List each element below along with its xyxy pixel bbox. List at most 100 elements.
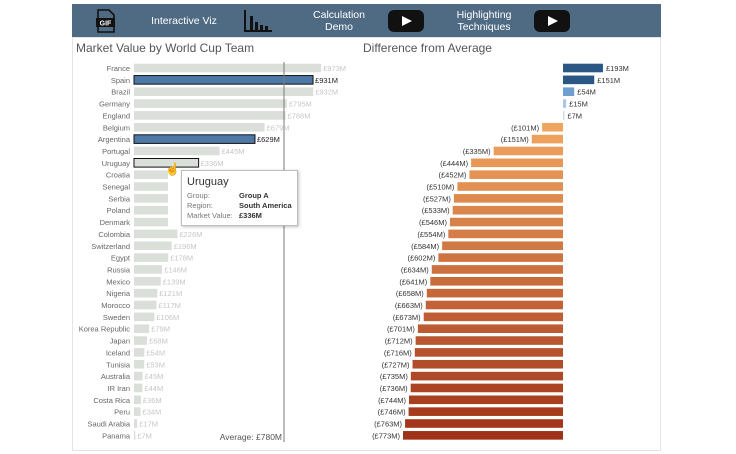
bar[interactable] <box>542 122 563 132</box>
bar[interactable] <box>134 348 145 357</box>
bar[interactable] <box>442 241 563 251</box>
bar[interactable] <box>134 253 169 262</box>
bar-value-label: £932M <box>315 88 338 97</box>
bar[interactable] <box>412 359 563 369</box>
bar[interactable] <box>134 265 163 274</box>
bar-value-label: £121M <box>159 289 182 298</box>
category-label: Costa Rica <box>93 396 131 405</box>
bar[interactable] <box>134 277 161 286</box>
bar[interactable] <box>415 336 563 345</box>
category-label: Mexico <box>106 277 130 286</box>
category-label: France <box>107 64 130 73</box>
bar-value-label: (£546M) <box>419 218 447 227</box>
category-label: Poland <box>107 206 130 215</box>
bar[interactable] <box>426 288 563 298</box>
bar[interactable] <box>134 170 168 179</box>
bar-value-label: £17M <box>139 420 158 429</box>
bar[interactable] <box>134 194 168 203</box>
bar[interactable] <box>452 205 563 215</box>
bar[interactable] <box>410 371 563 381</box>
bar-value-label: £34M <box>143 408 162 417</box>
bar[interactable] <box>134 395 141 405</box>
bar[interactable] <box>438 253 563 262</box>
bar[interactable] <box>409 395 563 405</box>
bar[interactable] <box>134 288 158 298</box>
bar[interactable] <box>134 407 141 416</box>
bar-value-label: (£444M) <box>440 159 468 168</box>
bar[interactable] <box>134 99 287 108</box>
category-label: Tunisia <box>106 360 131 369</box>
bar[interactable] <box>493 146 563 156</box>
bar[interactable] <box>134 146 220 156</box>
top-navigation-bar: GIF Interactive Viz Calculation Demo High… <box>72 4 661 38</box>
bar[interactable] <box>134 359 145 369</box>
bar-value-label: (£533M) <box>422 206 450 215</box>
bar[interactable] <box>410 383 563 393</box>
bar[interactable] <box>134 241 172 251</box>
category-label: England <box>102 111 130 120</box>
interactive-viz-link[interactable]: Interactive Viz <box>151 15 217 27</box>
bar[interactable] <box>431 265 563 274</box>
bar[interactable] <box>430 277 563 286</box>
category-label: Sweden <box>103 313 130 322</box>
category-label: Argentina <box>98 135 131 144</box>
bar-chart-icon[interactable] <box>242 8 274 34</box>
bar-value-label: £226M <box>179 230 202 239</box>
bar[interactable] <box>471 158 563 168</box>
bar[interactable] <box>531 134 563 144</box>
calculation-demo-play-button[interactable] <box>388 10 424 32</box>
bar[interactable] <box>134 229 178 239</box>
bar[interactable] <box>563 111 565 120</box>
bar[interactable] <box>134 300 157 310</box>
bar[interactable] <box>453 194 563 203</box>
bar[interactable] <box>563 87 575 96</box>
bar[interactable] <box>134 122 265 132</box>
bar[interactable] <box>403 431 563 440</box>
bar[interactable] <box>457 182 563 191</box>
bar-value-label: £15M <box>569 100 588 109</box>
bar[interactable] <box>425 300 563 310</box>
bar[interactable] <box>563 63 603 73</box>
bar[interactable] <box>414 348 563 357</box>
bar-value-label: £788M <box>288 111 311 120</box>
bar[interactable] <box>134 111 286 120</box>
bar[interactable] <box>134 63 322 73</box>
bar[interactable] <box>134 324 150 333</box>
bar-value-label: (£735M) <box>380 372 408 381</box>
bar[interactable] <box>134 431 136 440</box>
bar-value-label: £629M <box>257 135 280 144</box>
bar[interactable] <box>449 217 563 227</box>
bar[interactable] <box>563 75 595 85</box>
bar[interactable] <box>134 217 168 227</box>
bar[interactable] <box>134 312 155 322</box>
bar[interactable] <box>134 336 148 345</box>
bar-value-label: (£746M) <box>378 408 406 417</box>
bar[interactable] <box>448 229 563 239</box>
bar[interactable] <box>133 75 314 85</box>
bar[interactable] <box>134 419 138 428</box>
bar-value-label: £117M <box>159 301 181 310</box>
bar[interactable] <box>133 134 256 144</box>
highlighting-techniques-play-button[interactable] <box>534 10 570 32</box>
bar[interactable] <box>408 407 563 416</box>
bar[interactable] <box>417 324 563 333</box>
tooltip-value: £336M <box>239 211 262 220</box>
bar[interactable] <box>134 205 168 215</box>
bar[interactable] <box>134 87 314 96</box>
category-label: Russia <box>107 265 131 274</box>
bar[interactable] <box>469 170 563 179</box>
bar[interactable] <box>563 99 567 108</box>
bar[interactable] <box>405 419 563 428</box>
calculation-demo-label: Calculation Demo <box>313 9 365 33</box>
bar[interactable] <box>133 158 200 168</box>
bar[interactable] <box>134 182 168 191</box>
bar[interactable] <box>134 371 143 381</box>
bar-value-label: £795M <box>289 100 312 109</box>
category-label: IR Iran <box>107 384 130 393</box>
bar[interactable] <box>134 383 143 393</box>
right-chart-title: Difference from Average <box>363 41 492 55</box>
bar[interactable] <box>423 312 563 322</box>
gif-file-icon[interactable]: GIF <box>94 9 118 33</box>
